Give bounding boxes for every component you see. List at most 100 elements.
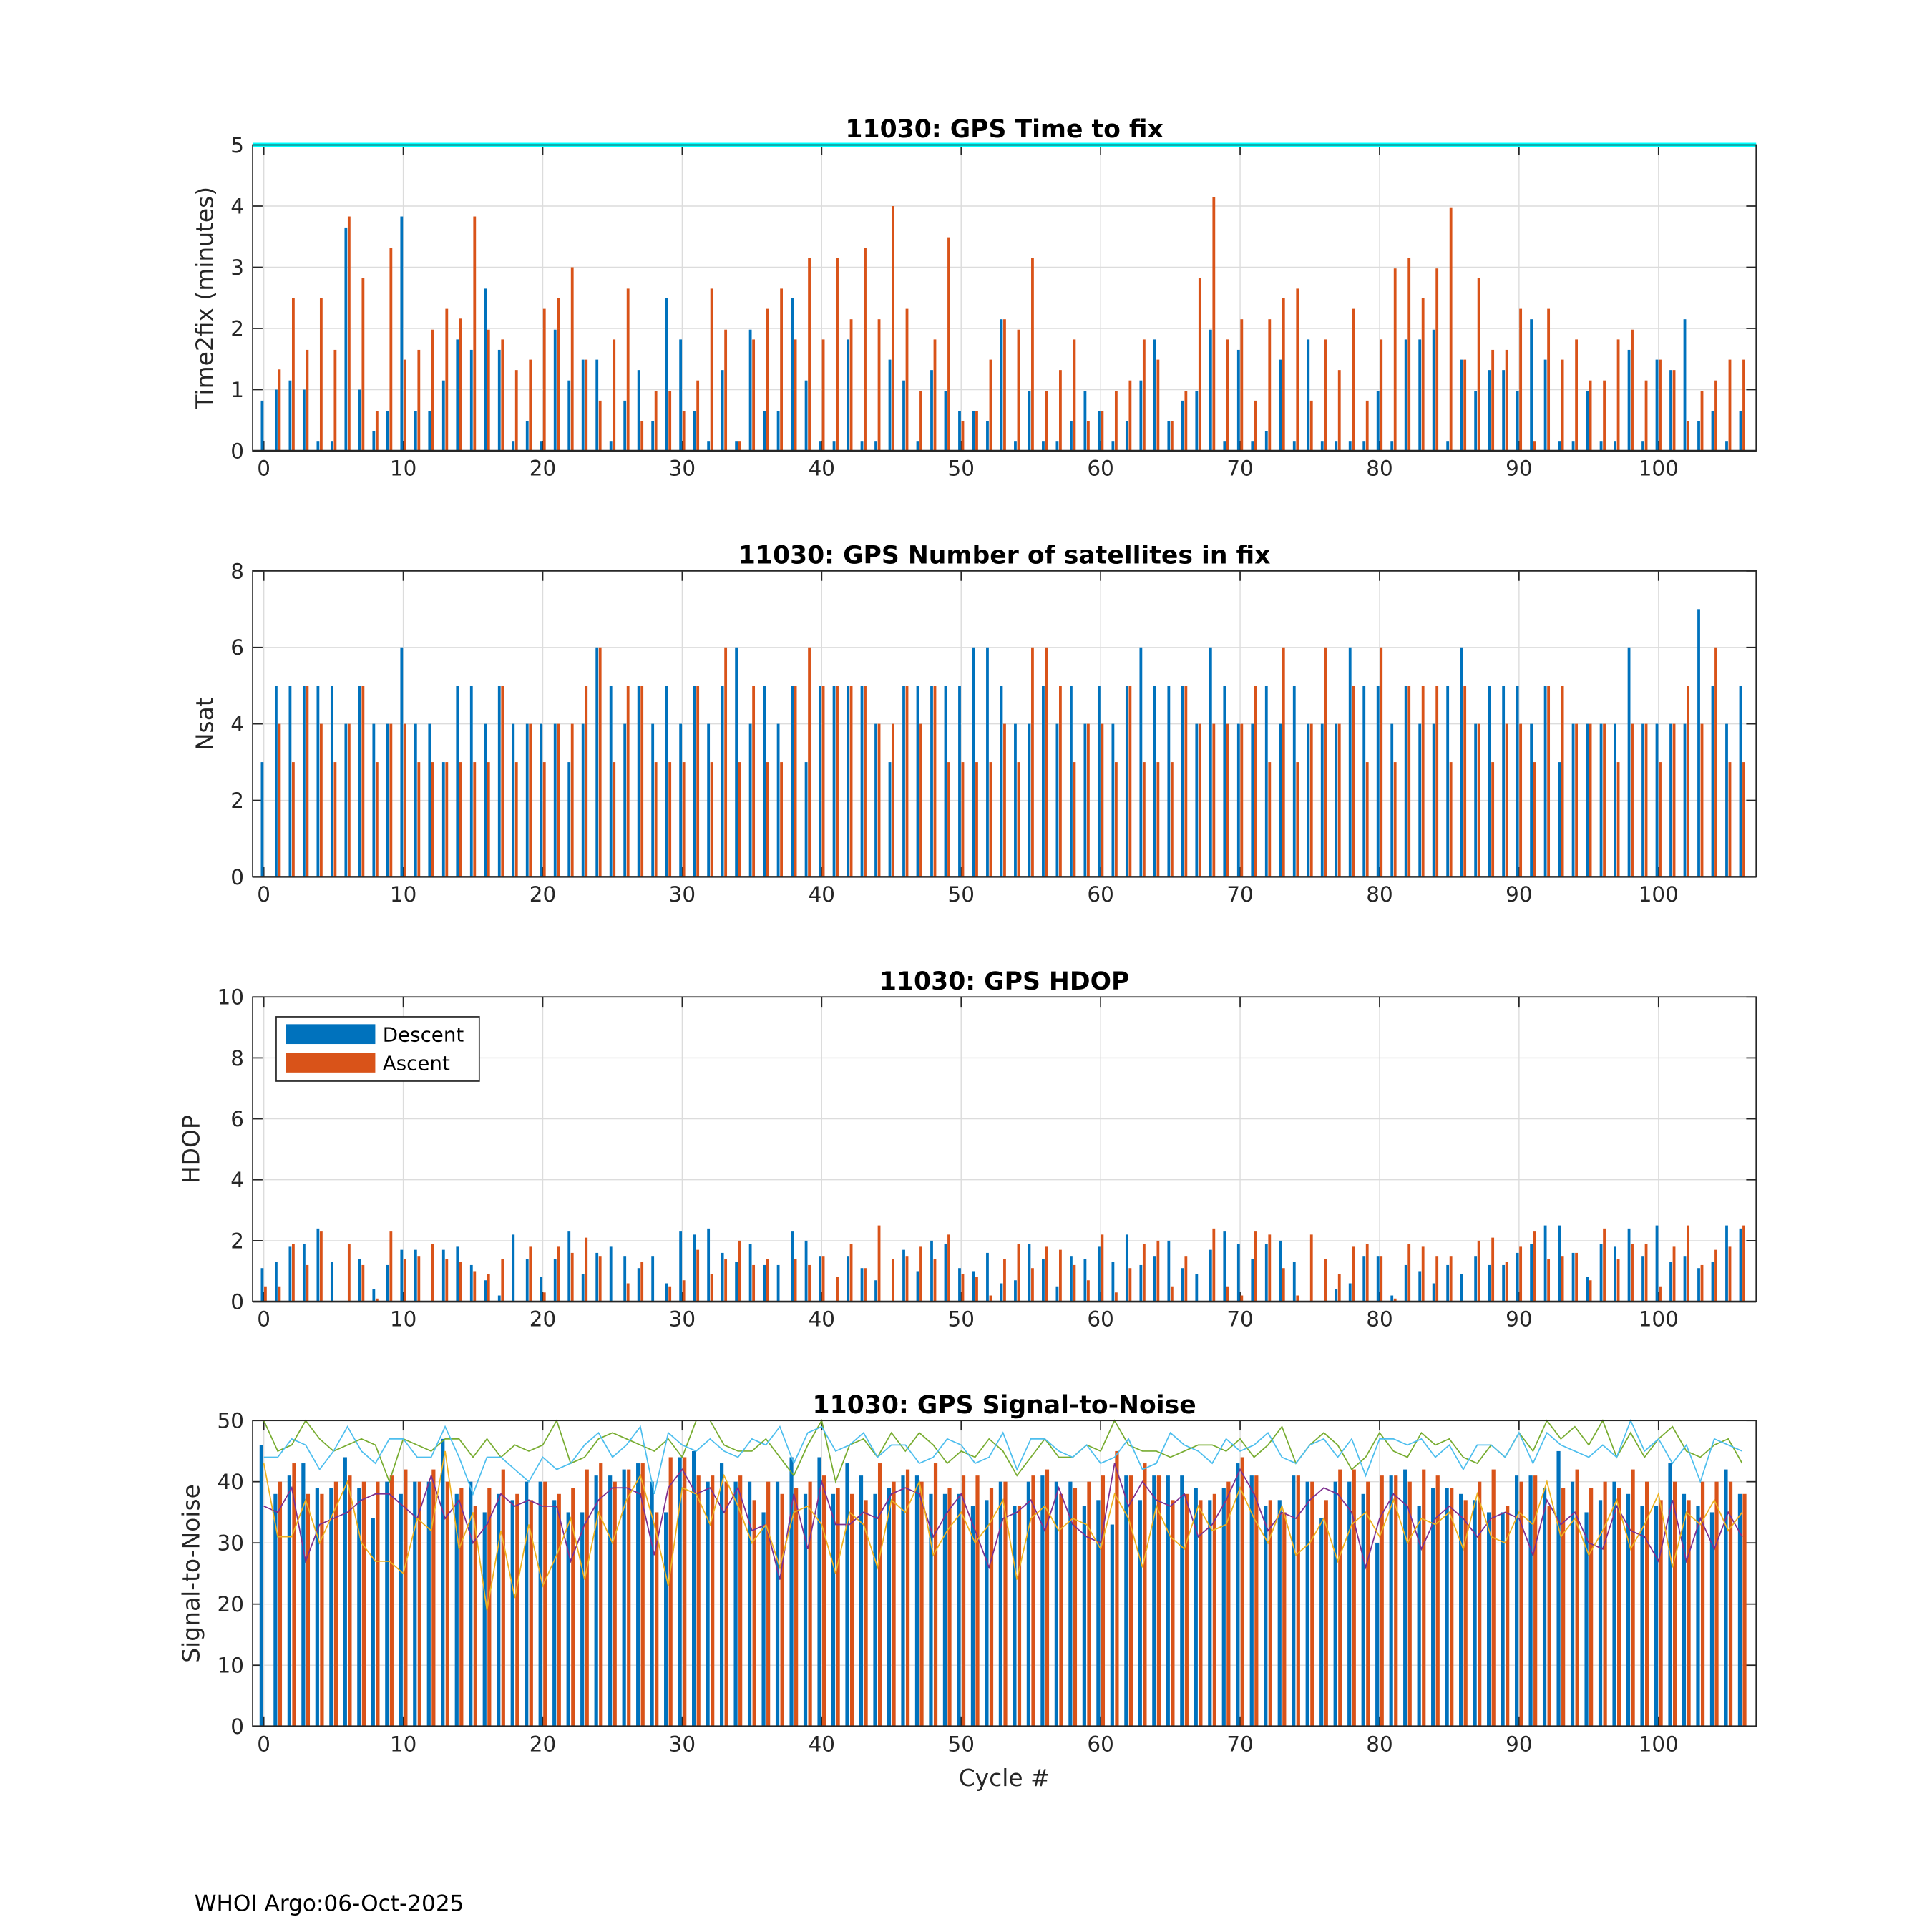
bar-ascent-cycle-15 (473, 1506, 477, 1727)
footer-text: WHOI Argo:06-Oct-2025 (195, 1891, 464, 1917)
bar-descent-cycle-81 (1389, 1475, 1393, 1727)
bar-descent-cycle-61 (1111, 1262, 1115, 1302)
bar-ascent-cycle-31 (696, 1249, 700, 1302)
bar-descent-cycle-66 (1181, 400, 1184, 451)
bar-ascent-cycle-47 (919, 1481, 924, 1727)
bar-ascent-cycle-56 (1045, 1246, 1048, 1302)
bar-descent-cycle-35 (748, 723, 752, 877)
bar-descent-cycle-34 (733, 1481, 738, 1727)
bar-descent-cycle-51 (972, 411, 975, 451)
bar-ascent-cycle-29 (668, 391, 672, 451)
bar-ascent-cycle-14 (459, 1488, 464, 1727)
bar-ascent-cycle-34 (738, 441, 741, 451)
bar-ascent-cycle-13 (445, 1259, 449, 1302)
bar-descent-cycle-43 (860, 1268, 864, 1302)
bar-ascent-cycle-34 (738, 762, 741, 877)
bar-descent-cycle-75 (1307, 339, 1310, 451)
bar-ascent-cycle-70 (1240, 1295, 1244, 1302)
bar-descent-cycle-33 (719, 1463, 724, 1727)
bar-descent-cycle-13 (441, 762, 445, 877)
bar-ascent-cycle-99 (1644, 380, 1648, 451)
x-tick-label: 20 (530, 882, 556, 907)
bar-descent-cycle-75 (1305, 1481, 1309, 1727)
snr-line-3 (263, 1463, 1743, 1580)
bar-descent-cycle-89 (1502, 686, 1506, 877)
bar-descent-cycle-64 (1153, 686, 1156, 877)
bar-descent-cycle-18 (512, 1234, 515, 1302)
bar-ascent-cycle-105 (1728, 359, 1732, 451)
bar-ascent-cycle-93 (1561, 686, 1564, 877)
bar-descent-cycle-44 (874, 1280, 877, 1302)
bar-descent-cycle-94 (1570, 1481, 1575, 1727)
bar-descent-cycle-91 (1530, 1244, 1533, 1302)
x-tick-label: 90 (1506, 1307, 1532, 1332)
bar-descent-cycle-4 (315, 1488, 319, 1727)
bar-ascent-cycle-3 (306, 349, 309, 451)
bar-descent-cycle-8 (372, 431, 376, 451)
bar-ascent-cycle-29 (668, 1286, 672, 1302)
bar-ascent-cycle-38 (794, 1259, 797, 1302)
bar-descent-cycle-86 (1460, 1274, 1463, 1302)
bar-descent-cycle-21 (553, 723, 557, 877)
bar-ascent-cycle-23 (585, 359, 588, 451)
bar-ascent-cycle-57 (1059, 1249, 1062, 1302)
bar-ascent-cycle-66 (1184, 1493, 1189, 1727)
bar-ascent-cycle-52 (989, 762, 992, 877)
bar-descent-cycle-60 (1097, 1246, 1101, 1302)
bar-ascent-cycle-32 (710, 1274, 713, 1302)
bar-ascent-cycle-94 (1575, 1469, 1579, 1727)
bar-ascent-cycle-102 (1687, 421, 1689, 451)
bar-ascent-cycle-11 (417, 762, 421, 877)
bar-ascent-cycle-61 (1114, 1292, 1118, 1302)
bar-descent-cycle-105 (1725, 1225, 1728, 1302)
bar-descent-cycle-85 (1446, 1264, 1450, 1302)
bar-ascent-cycle-28 (654, 762, 658, 877)
bar-ascent-cycle-45 (892, 1259, 894, 1302)
bar-descent-cycle-8 (372, 723, 376, 877)
bar-ascent-cycle-62 (1128, 380, 1132, 451)
bar-descent-cycle-51 (970, 1506, 975, 1727)
bar-descent-cycle-6 (344, 723, 348, 877)
bar-ascent-cycle-73 (1282, 1268, 1285, 1302)
bar-descent-cycle-63 (1139, 647, 1143, 877)
bar-descent-cycle-10 (399, 1493, 403, 1727)
bar-descent-cycle-39 (803, 1493, 808, 1727)
bar-descent-cycle-52 (986, 1252, 989, 1302)
bar-ascent-cycle-27 (640, 1463, 645, 1727)
bar-descent-cycle-96 (1599, 723, 1603, 877)
bar-descent-cycle-34 (735, 1262, 738, 1302)
bar-descent-cycle-61 (1110, 1524, 1114, 1727)
bar-descent-cycle-97 (1614, 723, 1616, 877)
bar-ascent-cycle-10 (404, 1469, 408, 1727)
bar-ascent-cycle-96 (1603, 380, 1606, 451)
bar-descent-cycle-68 (1208, 1500, 1212, 1727)
bar-ascent-cycle-99 (1644, 1244, 1648, 1302)
bar-ascent-cycle-42 (849, 686, 853, 877)
bar-ascent-cycle-3 (306, 1264, 309, 1302)
bar-descent-cycle-96 (1598, 1500, 1603, 1727)
bar-descent-cycle-37 (776, 723, 780, 877)
bar-ascent-cycle-16 (487, 762, 490, 877)
bar-ascent-cycle-99 (1644, 723, 1648, 877)
bar-descent-cycle-67 (1194, 1488, 1198, 1727)
x-tick-label: 50 (948, 1732, 975, 1756)
bar-descent-cycle-50 (958, 1268, 961, 1302)
bar-ascent-cycle-106 (1742, 762, 1745, 877)
bar-ascent-cycle-80 (1380, 1475, 1384, 1727)
bar-ascent-cycle-68 (1212, 723, 1216, 877)
bar-ascent-cycle-35 (752, 1500, 756, 1727)
bar-ascent-cycle-21 (557, 298, 560, 451)
bar-ascent-cycle-6 (347, 1244, 351, 1302)
bar-descent-cycle-85 (1446, 441, 1450, 451)
bar-descent-cycle-79 (1361, 1493, 1365, 1727)
bar-descent-cycle-97 (1614, 1246, 1616, 1302)
y-tick-label: 30 (218, 1531, 244, 1556)
bar-descent-cycle-53 (998, 1481, 1003, 1727)
bar-descent-cycle-4 (316, 441, 320, 451)
bar-descent-cycle-12 (428, 411, 431, 451)
bar-ascent-cycle-98 (1631, 1469, 1635, 1727)
bar-descent-cycle-1 (275, 389, 278, 451)
bar-ascent-cycle-28 (655, 1512, 659, 1727)
panel-title: 11030: GPS HDOP (879, 967, 1130, 996)
bar-ascent-cycle-79 (1365, 400, 1369, 451)
